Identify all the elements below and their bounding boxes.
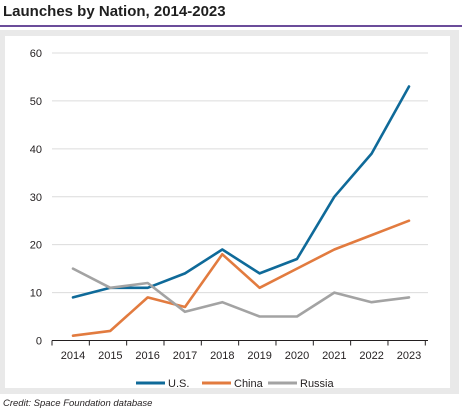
legend-label: Russia: [300, 378, 335, 390]
x-tick-label: 2022: [359, 350, 383, 362]
x-tick-label: 2016: [135, 350, 159, 362]
x-tick-label: 2019: [247, 350, 271, 362]
y-tick-label: 30: [30, 192, 42, 204]
x-tick-label: 2020: [285, 350, 309, 362]
y-tick-label: 0: [36, 336, 42, 348]
source-credit: Credit: Space Foundation database: [3, 398, 153, 409]
legend-label: U.S.: [168, 378, 189, 390]
y-tick-label: 50: [30, 96, 42, 108]
series-line-us: [71, 85, 411, 299]
x-tick-label: 2014: [61, 350, 85, 362]
x-tick-label: 2015: [98, 350, 122, 362]
x-tick-label: 2018: [210, 350, 234, 362]
plot-area: [5, 36, 450, 388]
legend-label: China: [234, 378, 264, 390]
x-tick-label: 2023: [397, 350, 421, 362]
y-tick-label: 10: [30, 288, 42, 300]
chart-title: Launches by Nation, 2014-2023: [3, 3, 226, 20]
x-tick-label: 2021: [322, 350, 346, 362]
y-tick-label: 40: [30, 144, 42, 156]
y-tick-label: 60: [30, 48, 42, 60]
x-tick-label: 2017: [173, 350, 197, 362]
series-line-russia: [71, 267, 411, 318]
series-line-china: [71, 219, 411, 338]
y-tick-label: 20: [30, 240, 42, 252]
title-rule: [0, 25, 462, 27]
